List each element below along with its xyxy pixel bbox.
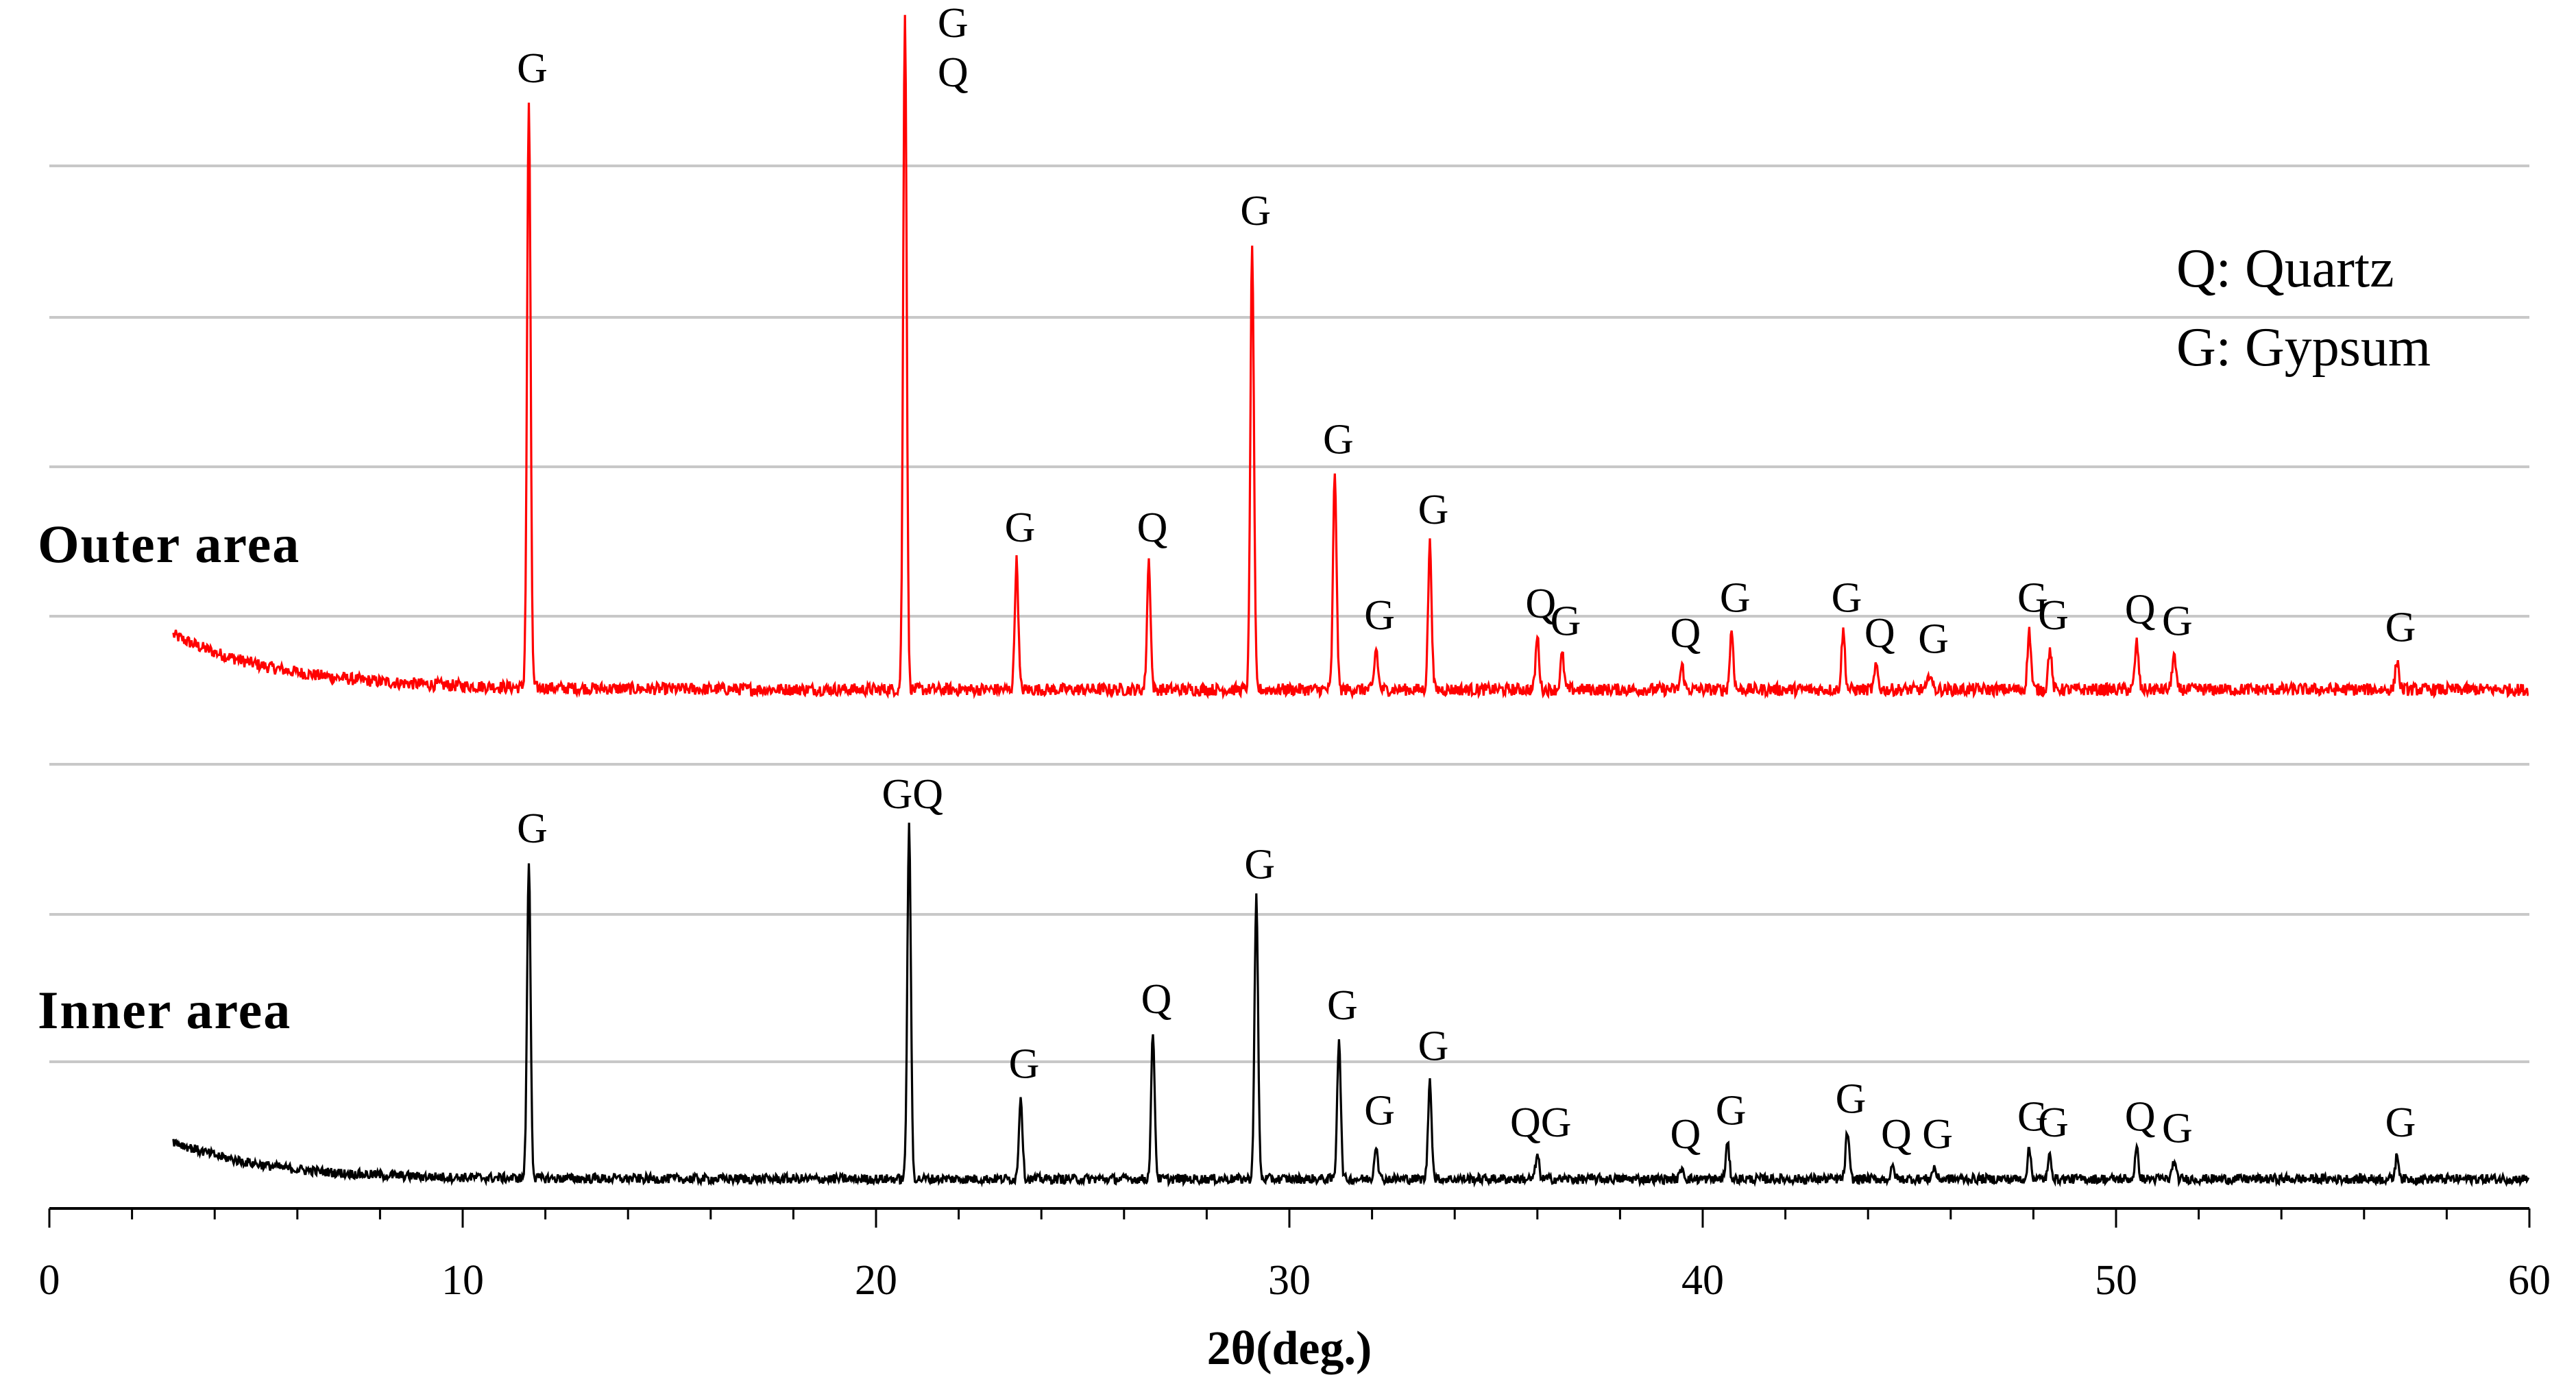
- peak-label: Q: [1881, 1111, 1912, 1158]
- peak-label: G: [2385, 604, 2416, 650]
- peak-label: G: [2162, 598, 2193, 645]
- peak-label: G: [2385, 1099, 2416, 1146]
- peak-label: G: [2017, 1093, 2048, 1140]
- peak-label: G: [1327, 982, 1358, 1029]
- peak-label: Q: [1670, 610, 1701, 657]
- x-tick-label: 10: [441, 1257, 484, 1304]
- x-tick-label: 30: [1268, 1257, 1311, 1304]
- peak-label: Q: [1141, 976, 1172, 1023]
- peak-label: QG: [1510, 1099, 1572, 1146]
- peak-label: G: [1009, 1041, 1040, 1087]
- peak-label: G: [2038, 592, 2069, 639]
- x-tick-label: 50: [2095, 1257, 2137, 1304]
- peak-label: G: [1323, 417, 1354, 463]
- x-axis-label: 2θ(deg.): [1207, 1322, 1372, 1375]
- legend-entry: Q: Quartz: [2176, 239, 2394, 299]
- peak-label: G: [1418, 1023, 1449, 1070]
- peak-label: G: [2162, 1105, 2193, 1152]
- peak-label: G: [517, 805, 548, 852]
- peak-label: GQ: [882, 771, 943, 818]
- peak-label: G: [1364, 1088, 1395, 1134]
- xrd-traces: [172, 14, 2530, 1188]
- peak-label: G: [517, 45, 548, 92]
- peak-label: G: [1418, 487, 1449, 533]
- peak-label: G: [2017, 575, 2048, 622]
- x-tick-label: 40: [1681, 1257, 1724, 1304]
- peak-label: Q: [1525, 581, 1556, 627]
- legend: Q: Quartz G: Gypsum: [2176, 239, 2431, 378]
- peak-label: G: [1716, 1088, 1747, 1134]
- peak-label: G: [1244, 842, 1275, 888]
- peak-label: G: [1551, 598, 1581, 645]
- peak-label: Q: [1137, 504, 1168, 551]
- peak-label: G: [938, 0, 969, 47]
- peak-label: Q: [2125, 587, 2156, 633]
- series-line-inner-area: [172, 823, 2530, 1188]
- legend-entry: G: Gypsum: [2176, 317, 2431, 378]
- peak-label: Q: [1864, 610, 1895, 657]
- peak-label: Q: [1670, 1111, 1701, 1158]
- x-tick-label: 60: [2508, 1257, 2551, 1304]
- peak-label: G: [2038, 1099, 2069, 1146]
- series-label-outer-area: Outer area: [38, 514, 300, 574]
- peak-label: G: [1240, 188, 1271, 234]
- peak-label: G: [1836, 1076, 1867, 1123]
- x-tick-label: 20: [855, 1257, 897, 1304]
- peak-label: G: [1720, 574, 1751, 621]
- x-tick-label: 0: [39, 1257, 60, 1304]
- series-label-inner-area: Inner area: [38, 980, 291, 1040]
- x-axis: 0 10 20 30 40 50 60 2θ(deg.): [39, 1207, 2551, 1375]
- peak-label: G: [1005, 504, 1036, 551]
- peak-label: Q: [2125, 1093, 2156, 1140]
- peak-label: Q: [938, 49, 969, 96]
- series-line-outer-area: [172, 14, 2529, 701]
- peak-label: G: [1922, 1111, 1953, 1158]
- series-labels: Outer area Inner area: [38, 514, 300, 1040]
- peak-label: G: [1832, 575, 1862, 622]
- peak-label: G: [1364, 592, 1395, 639]
- peak-label: G: [1918, 616, 1949, 662]
- gridlines: [49, 165, 2529, 1063]
